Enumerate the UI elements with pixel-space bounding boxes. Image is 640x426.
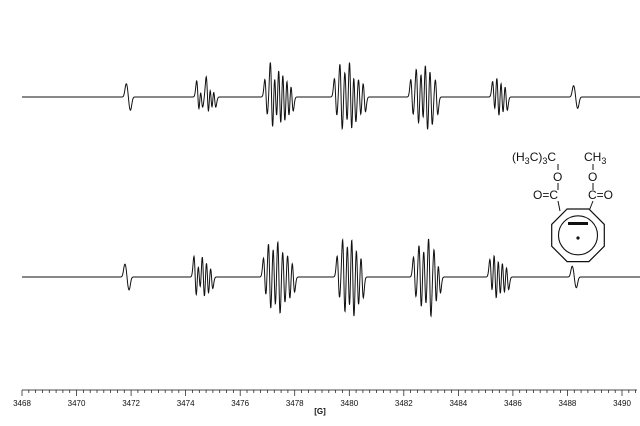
x-axis-title: [G] — [314, 407, 326, 416]
tbu-sub-1: 3 — [525, 156, 530, 166]
tick-label-3474: 3474 — [177, 399, 195, 408]
methyl-group-label: CH3 — [584, 150, 606, 166]
molecule-structure: (H3C)3C CH3 O O O=C C=O — [512, 150, 613, 263]
spectrum-trace-top — [22, 62, 640, 131]
tbu-part-3: C — [547, 150, 556, 164]
tick-label-3490: 3490 — [613, 399, 631, 408]
tick-label-3472: 3472 — [122, 399, 140, 408]
tick-label-3484: 3484 — [449, 399, 467, 408]
x-axis: 3468 3470 3472 3474 3476 3478 3480 3482 3484 3486… — [13, 389, 637, 416]
tick-label-3478: 3478 — [286, 399, 304, 408]
x-axis-ticks — [21, 390, 636, 396]
tbu-sub-2: 3 — [542, 156, 547, 166]
tick-label-3486: 3486 — [504, 399, 522, 408]
tick-label-3480: 3480 — [340, 399, 358, 408]
ester-oxygen-right: O — [588, 170, 597, 184]
anion-charge-bar — [568, 222, 588, 225]
methyl-part-1: CH — [584, 150, 601, 164]
tert-butyl-group-label: (H3C)3C — [512, 150, 556, 166]
spectra-layer — [22, 62, 640, 318]
tick-label-3468: 3468 — [13, 399, 31, 408]
radical-dot — [576, 236, 580, 240]
tick-label-3476: 3476 — [231, 399, 249, 408]
carbonyl-right-label: C=O — [588, 188, 613, 202]
x-axis-tick-labels: 3468 3470 3472 3474 3476 3478 3480 3482 3484 3486… — [13, 399, 631, 408]
methyl-sub: 3 — [601, 156, 606, 166]
tick-label-3482: 3482 — [395, 399, 413, 408]
ester-oxygen-left: O — [553, 170, 562, 184]
cyclooctatetraene-ring — [551, 208, 605, 263]
tbu-part-1: (H — [512, 150, 525, 164]
tick-label-3470: 3470 — [68, 399, 86, 408]
ring-inner-circle — [557, 215, 599, 256]
carbonyl-left-label: O=C — [533, 188, 558, 202]
tbu-part-2: C) — [530, 150, 543, 164]
tick-label-3488: 3488 — [559, 399, 577, 408]
spectrum-trace-bottom — [22, 238, 640, 318]
bond-c-ring-left — [557, 200, 561, 212]
